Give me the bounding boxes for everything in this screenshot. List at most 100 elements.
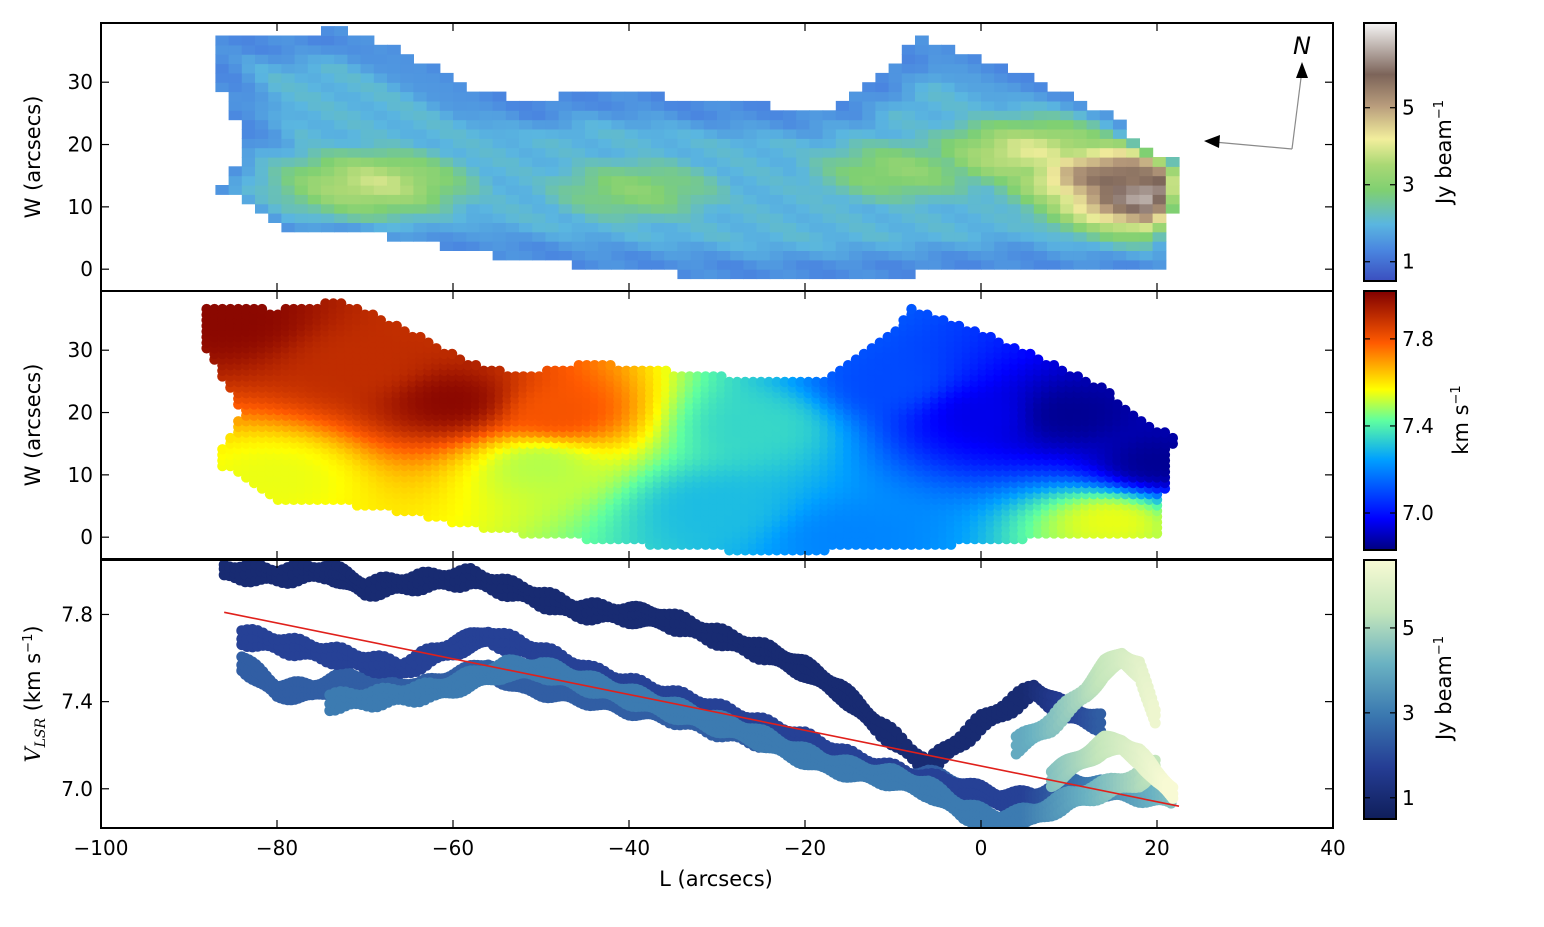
intensity-pixel <box>677 110 692 121</box>
intensity-pixel <box>373 110 388 121</box>
intensity-pixel <box>862 82 876 93</box>
intensity-pixel <box>677 119 692 130</box>
intensity-pixel <box>901 91 916 102</box>
intensity-pixel <box>941 203 956 214</box>
intensity-pixel <box>981 194 995 205</box>
velocity-point <box>668 371 680 382</box>
intensity-pixel <box>307 44 322 55</box>
intensity-pixel <box>941 91 956 102</box>
intensity-pixel <box>717 250 731 261</box>
intensity-pixel <box>426 185 441 195</box>
velocity-point <box>296 303 307 315</box>
intensity-pixel <box>400 157 414 167</box>
intensity-pixel <box>611 203 626 214</box>
intensity-pixel <box>703 231 718 242</box>
intensity-pixel <box>717 157 731 167</box>
intensity-pixel <box>268 194 282 205</box>
velocity-point <box>890 326 901 337</box>
intensity-pixel <box>651 213 665 223</box>
intensity-pixel <box>400 100 414 111</box>
intensity-pixel <box>255 63 269 74</box>
intensity-pixel <box>1152 157 1167 167</box>
intensity-pixel <box>413 231 428 242</box>
intensity-pixel <box>717 185 731 195</box>
intensity-pixel <box>545 100 560 111</box>
intensity-pixel <box>1033 259 1048 270</box>
intensity-pixel <box>849 241 863 251</box>
intensity-pixel <box>360 203 375 214</box>
intensity-pixel <box>637 166 652 177</box>
intensity-pixel <box>1073 213 1088 223</box>
intensity-pixel <box>862 259 876 270</box>
intensity-pixel <box>835 147 850 158</box>
intensity-pixel <box>822 138 837 149</box>
intensity-pixel <box>783 213 797 223</box>
intensity-pixel <box>664 222 678 233</box>
intensity-pixel <box>994 138 1008 149</box>
intensity-pixel <box>783 241 797 251</box>
intensity-pixel <box>1033 147 1048 158</box>
intensity-pixel <box>1007 147 1022 158</box>
intensity-pixel <box>466 91 480 102</box>
intensity-pixel <box>703 269 718 280</box>
intensity-pixel <box>941 119 956 130</box>
velocity-point <box>280 303 291 315</box>
intensity-pixel <box>862 269 876 280</box>
intensity-pixel <box>492 91 507 102</box>
intensity-pixel <box>677 194 692 205</box>
intensity-pixel <box>730 213 744 223</box>
intensity-pixel <box>1033 250 1048 261</box>
intensity-pixel <box>241 100 256 111</box>
intensity-pixel <box>255 119 269 130</box>
intensity-pixel <box>1060 241 1074 251</box>
intensity-pixel <box>1073 147 1088 158</box>
intensity-pixel <box>994 72 1008 83</box>
velocity-point <box>882 331 893 343</box>
intensity-pixel <box>743 259 758 270</box>
velocity-point <box>771 376 782 388</box>
intensity-pixel <box>1099 213 1114 223</box>
intensity-pixel <box>294 185 309 195</box>
velocity-point <box>779 376 790 388</box>
intensity-pixel <box>268 166 282 177</box>
intensity-pixel <box>466 203 480 214</box>
intensity-pixel <box>769 138 784 149</box>
intensity-pixel <box>967 194 982 205</box>
intensity-pixel <box>1113 147 1127 158</box>
intensity-pixel <box>888 185 903 195</box>
intensity-pixel <box>294 63 309 74</box>
intensity-pixel <box>347 213 362 223</box>
intensity-pixel <box>334 203 348 214</box>
velocity-point <box>391 320 402 332</box>
intensity-pixel <box>1060 259 1074 270</box>
intensity-pixel <box>756 222 771 233</box>
intensity-pixel <box>822 129 837 139</box>
intensity-pixel <box>1073 194 1088 205</box>
intensity-pixel <box>360 54 375 65</box>
intensity-pixel <box>888 119 903 130</box>
intensity-pixel <box>954 91 969 102</box>
velocity-point <box>692 371 703 382</box>
intensity-pixel <box>1020 231 1035 242</box>
intensity-pixel <box>822 203 837 214</box>
intensity-pixel <box>637 185 652 195</box>
intensity-pixel <box>1139 241 1154 251</box>
intensity-pixel <box>413 194 428 205</box>
intensity-pixel <box>360 194 375 205</box>
intensity-pixel <box>954 100 969 111</box>
intensity-pixel <box>1033 175 1048 186</box>
intensity-pixel <box>307 185 322 195</box>
intensity-pixel <box>690 231 705 242</box>
intensity-pixel <box>215 185 230 195</box>
intensity-pixel <box>307 147 322 158</box>
intensity-pixel <box>281 185 296 195</box>
intensity-pixel <box>756 185 771 195</box>
intensity-pixel <box>426 72 441 83</box>
velocity-point <box>827 371 838 382</box>
intensity-pixel <box>426 147 441 158</box>
intensity-pixel <box>281 54 296 65</box>
intensity-pixel <box>809 119 824 130</box>
velocity-point <box>241 303 252 315</box>
